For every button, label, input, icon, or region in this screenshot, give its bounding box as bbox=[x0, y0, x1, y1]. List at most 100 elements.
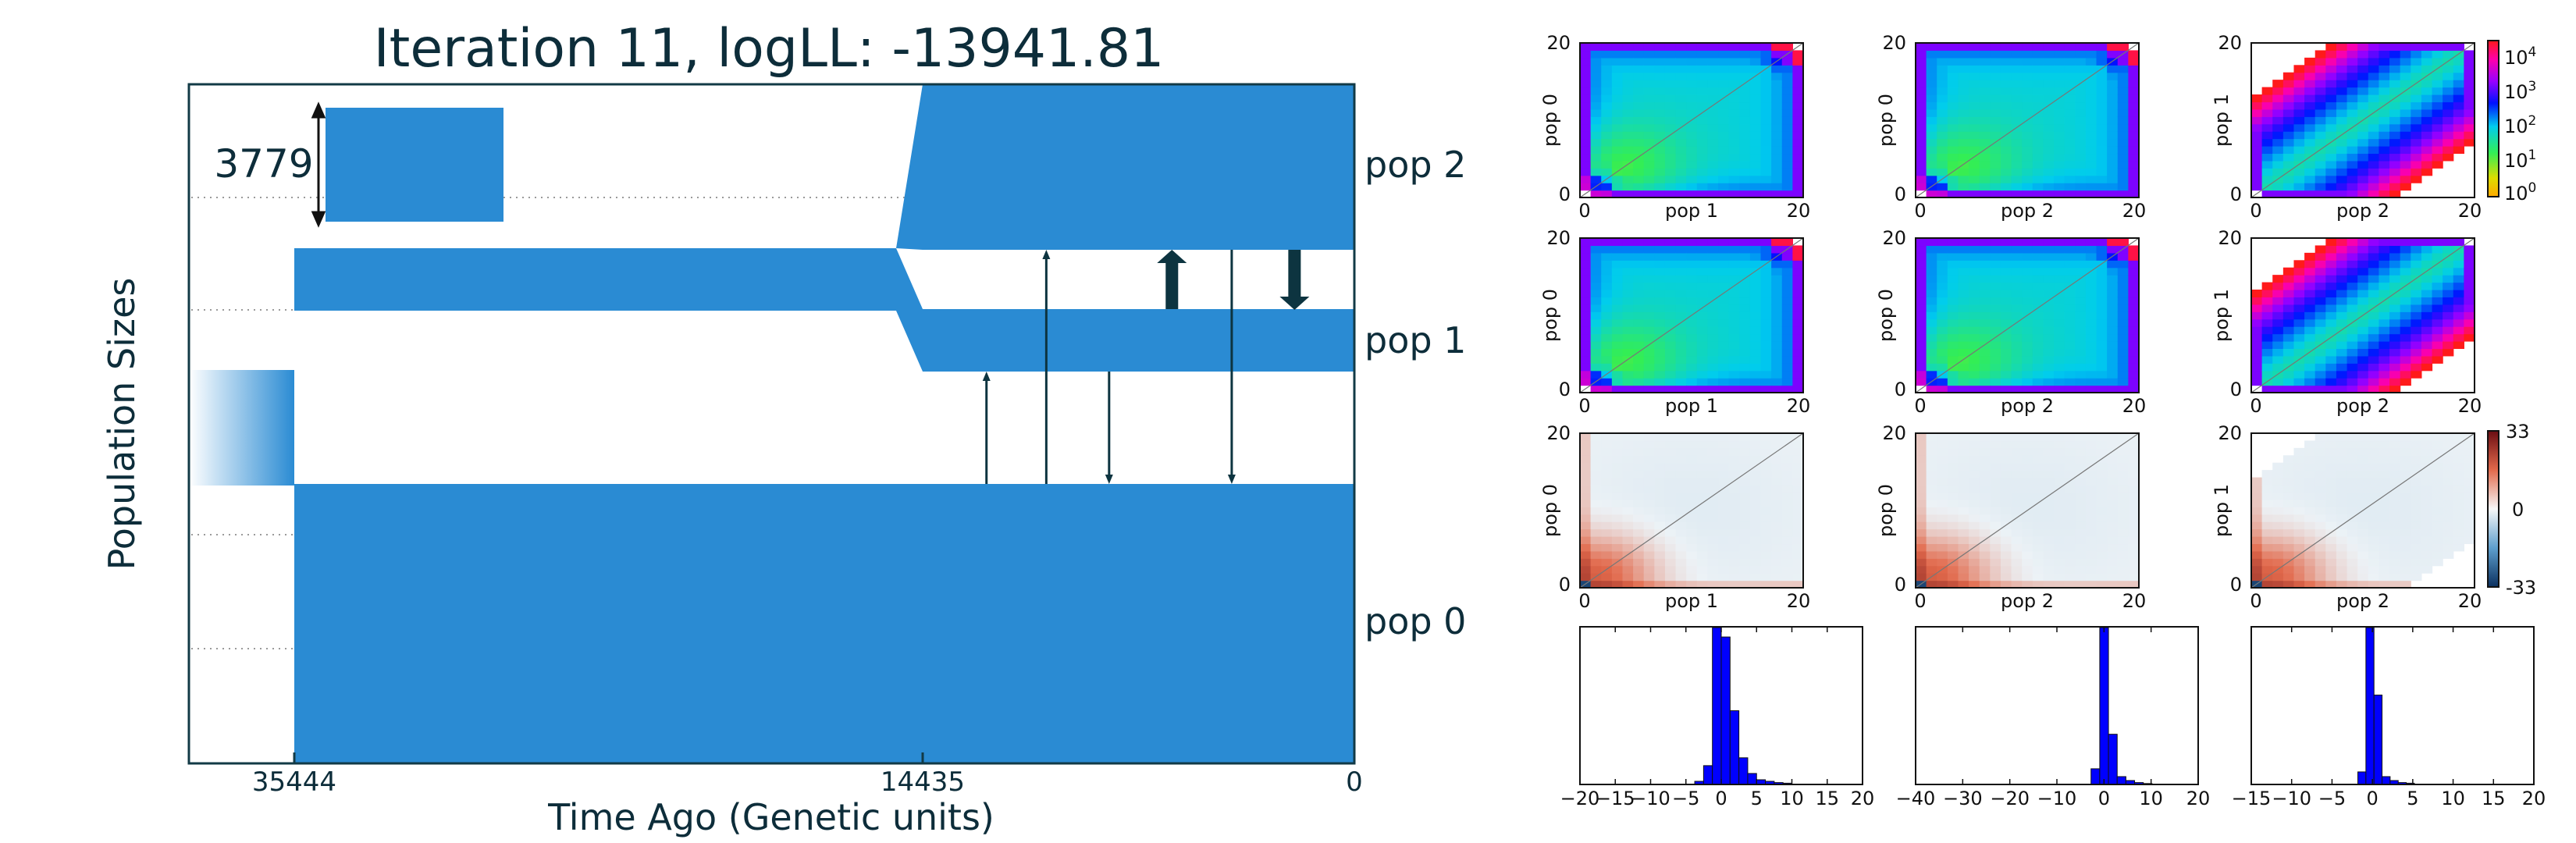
residual-colorbar-tick-zero: 0 bbox=[2512, 499, 2524, 521]
heatmap-x-tick: 20 bbox=[1787, 590, 1811, 612]
heatmap-y-tick: 0 bbox=[1895, 183, 1906, 205]
histogram-bar bbox=[1738, 757, 1749, 785]
colorbars: 104 103 102 101 100 33 0 -33 bbox=[2487, 40, 2536, 599]
diagonal-line bbox=[2250, 42, 2475, 198]
heatmap-panel: 0 20 0 20 pop 1 pop 0 bbox=[1539, 422, 1810, 612]
migration-pulse-arrow bbox=[1227, 250, 1236, 484]
histogram-x-tick: 20 bbox=[2186, 788, 2211, 809]
heatmap-y-label: pop 0 bbox=[1875, 289, 1897, 342]
migration-arrows bbox=[982, 250, 1310, 484]
pop0-label: pop 0 bbox=[1364, 600, 1466, 642]
histogram-x-tick: 10 bbox=[2441, 788, 2465, 809]
heatmap-y-tick: 20 bbox=[2218, 422, 2242, 444]
histogram-x-tick: 20 bbox=[1851, 788, 1875, 809]
tick-label-split1: 35444 bbox=[252, 767, 336, 798]
migration-pulse-arrow bbox=[1105, 372, 1113, 484]
heatmap-x-tick: 0 bbox=[1578, 200, 1590, 222]
heatmap-x-tick: 0 bbox=[2250, 590, 2261, 612]
residual-colorbar-tick-min: -33 bbox=[2506, 577, 2536, 599]
heatmap-panel: 0 20 0 20 pop 1 pop 0 bbox=[1539, 32, 1810, 222]
chart-title: Iteration 11, logLL: -13941.81 bbox=[374, 18, 1165, 80]
heatmap-y-tick: 0 bbox=[1895, 574, 1906, 596]
histogram-panel: −15 −10 −5 0 5 10 15 20 bbox=[2232, 626, 2546, 809]
histogram-x-tick: 15 bbox=[1815, 788, 1839, 809]
heatmap-y-tick: 20 bbox=[1882, 422, 1906, 444]
heatmap-frame bbox=[1915, 237, 2140, 393]
heatmap-panel: 0 20 0 20 pop 2 pop 0 bbox=[1875, 227, 2146, 417]
migration-pulse-arrow bbox=[1042, 250, 1051, 484]
heatmap-y-label: pop 0 bbox=[1539, 289, 1561, 342]
heatmap-y-tick: 20 bbox=[1546, 422, 1571, 444]
heatmap-x-tick: 0 bbox=[1578, 590, 1590, 612]
heatmap-y-tick: 0 bbox=[1559, 379, 1571, 400]
plot-frame bbox=[187, 83, 1356, 765]
pop0-band bbox=[294, 484, 1354, 763]
heatmap-x-tick: 0 bbox=[1578, 395, 1590, 417]
heatmap-x-tick: 0 bbox=[2250, 200, 2261, 222]
heatmap-y-label: pop 0 bbox=[1539, 94, 1561, 147]
heatmap-frame bbox=[2250, 237, 2475, 393]
time-ticks bbox=[293, 752, 1356, 763]
heatmap-x-label: pop 2 bbox=[2336, 590, 2389, 612]
histogram-x-tick: −15 bbox=[1596, 788, 1635, 809]
heatmap-x-tick: 20 bbox=[1787, 395, 1811, 417]
histogram-bar bbox=[2373, 694, 2383, 785]
heatmap-frame bbox=[1915, 432, 2140, 589]
heatmap-y-tick: 20 bbox=[2218, 227, 2242, 249]
histogram-x-tick: −10 bbox=[2272, 788, 2311, 809]
size-scale-label: 3779 bbox=[214, 141, 313, 187]
heatmap-y-tick: 0 bbox=[2230, 379, 2242, 400]
diagonal-line bbox=[2250, 237, 2475, 393]
histogram-bar bbox=[2090, 768, 2101, 785]
histogram-x-tick: −10 bbox=[1631, 788, 1670, 809]
migration-pulse-arrow bbox=[982, 372, 991, 484]
heatmap-x-tick: 20 bbox=[2458, 395, 2482, 417]
histogram-panel: −40 −30 −20 −10 0 10 20 bbox=[1896, 626, 2211, 809]
pop1-label: pop 1 bbox=[1364, 319, 1466, 361]
heatmap-y-label: pop 0 bbox=[1539, 484, 1561, 537]
diagonal-line bbox=[1915, 237, 2140, 393]
heatmap-y-label: pop 1 bbox=[2211, 484, 2233, 537]
histogram-bar bbox=[1747, 773, 1757, 785]
histogram-bar bbox=[1712, 627, 1722, 785]
heatmap-y-tick: 0 bbox=[1559, 574, 1571, 596]
histogram-x-tick: −15 bbox=[2232, 788, 2272, 809]
heatmap-panel: 0 20 0 20 pop 1 pop 0 bbox=[1539, 227, 1810, 417]
histogram-x-tick: −5 bbox=[1672, 788, 1699, 809]
heatmap-panel: 0 20 0 20 pop 2 pop 0 bbox=[1875, 422, 2146, 612]
histogram-frame bbox=[2250, 626, 2535, 785]
tick-label-present: 0 bbox=[1346, 767, 1363, 798]
histogram-x-tick: 0 bbox=[2367, 788, 2379, 809]
histogram-x-tick: −20 bbox=[1990, 788, 2030, 809]
sfs-colorbar-tick-10e2: 102 bbox=[2504, 113, 2536, 137]
heatmap-y-tick: 20 bbox=[1546, 32, 1571, 54]
heatmap-x-tick: 20 bbox=[2458, 590, 2482, 612]
heatmap-panel: 0 20 0 20 pop 2 pop 1 bbox=[2211, 32, 2482, 222]
heatmap-y-label: pop 1 bbox=[2211, 289, 2233, 342]
heatmap-panel: 0 20 0 20 pop 2 pop 1 bbox=[2211, 227, 2482, 417]
heatmap-y-tick: 0 bbox=[2230, 574, 2242, 596]
ancestral-population bbox=[189, 370, 294, 486]
histogram-bar bbox=[2108, 734, 2118, 785]
heatmap-y-tick: 0 bbox=[1559, 183, 1571, 205]
heatmap-y-label: pop 1 bbox=[2211, 94, 2233, 147]
histogram-bar bbox=[1729, 710, 1740, 785]
pop2-label: pop 2 bbox=[1364, 144, 1466, 186]
heatmap-y-tick: 0 bbox=[2230, 183, 2242, 205]
histogram-x-tick: 10 bbox=[1780, 788, 1804, 809]
histogram-x-tick: −40 bbox=[1896, 788, 1936, 809]
heatmap-x-tick: 20 bbox=[2122, 590, 2147, 612]
histogram-bar bbox=[2099, 627, 2109, 785]
heatmap-panel: 0 20 0 20 pop 2 pop 1 bbox=[2211, 422, 2482, 612]
diagonal-line bbox=[2250, 432, 2475, 589]
heatmap-frame bbox=[2250, 432, 2475, 589]
heatmap-x-label: pop 2 bbox=[2001, 395, 2054, 417]
histogram-x-tick: 5 bbox=[2407, 788, 2418, 809]
histogram-x-tick: 10 bbox=[2139, 788, 2163, 809]
heatmap-x-tick: 20 bbox=[1787, 200, 1811, 222]
sfs-colorbar-tick-10e4: 104 bbox=[2504, 44, 2536, 69]
size-scale-bar bbox=[326, 108, 503, 222]
heatmap-x-tick: 0 bbox=[1914, 200, 1926, 222]
heatmap-y-label: pop 0 bbox=[1875, 484, 1897, 537]
heatmap-y-tick: 20 bbox=[1546, 227, 1571, 249]
